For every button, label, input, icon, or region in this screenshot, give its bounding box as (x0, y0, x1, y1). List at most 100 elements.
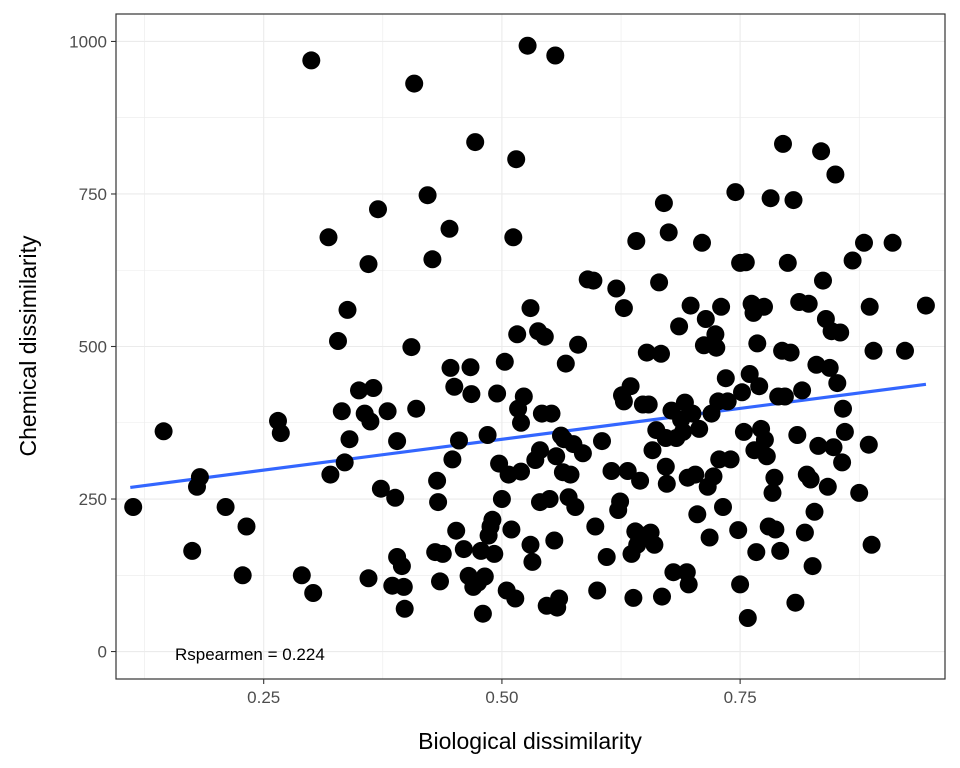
data-point (359, 255, 378, 274)
data-point (637, 343, 656, 362)
data-point (690, 419, 709, 438)
y-tick-label: 0 (98, 643, 107, 662)
data-point (736, 253, 755, 272)
x-tick-label: 0.25 (247, 688, 280, 707)
data-point (431, 572, 449, 591)
data-point (584, 271, 603, 290)
data-point (461, 358, 480, 377)
data-point (183, 541, 202, 560)
trend-line-group (130, 382, 927, 490)
data-point (707, 338, 726, 357)
y-tick-label: 250 (79, 490, 107, 509)
data-point (624, 588, 643, 607)
data-point (531, 441, 549, 460)
data-point (700, 528, 719, 547)
data-point (631, 471, 650, 490)
data-point (643, 441, 662, 460)
data-point (733, 383, 751, 402)
data-point (639, 395, 658, 414)
data-point (812, 142, 831, 161)
data-point (747, 543, 766, 562)
data-point (535, 327, 554, 346)
data-point (441, 358, 460, 377)
data-point (659, 223, 678, 242)
data-point (488, 384, 507, 403)
data-point (507, 150, 526, 169)
data-point (683, 404, 702, 423)
data-point (664, 563, 683, 582)
data-point (423, 250, 442, 269)
data-point (828, 374, 847, 393)
data-point (521, 535, 540, 554)
data-point (518, 36, 537, 55)
data-point (462, 385, 481, 404)
data-point (755, 297, 773, 316)
data-point (602, 462, 621, 480)
data-point (386, 488, 405, 507)
data-point (190, 468, 209, 487)
data-point (483, 510, 502, 529)
data-point (681, 296, 700, 315)
data-point (818, 477, 837, 496)
data-point (369, 200, 387, 219)
data-point (402, 338, 421, 357)
data-point (338, 300, 357, 319)
data-point (784, 191, 803, 210)
data-point (319, 228, 338, 247)
data-point (329, 332, 347, 350)
data-point (216, 498, 235, 516)
data-point (545, 531, 564, 550)
data-point (547, 447, 566, 466)
data-point (706, 325, 725, 344)
data-point (485, 544, 504, 563)
data-point (721, 450, 740, 469)
data-point (843, 251, 862, 270)
data-point (674, 422, 692, 441)
data-point (788, 426, 807, 444)
data-point (550, 589, 569, 608)
data-point (835, 422, 854, 441)
data-point (801, 470, 820, 489)
data-point (302, 51, 321, 70)
data-point (833, 453, 852, 472)
data-point (714, 498, 732, 516)
data-point (645, 535, 664, 554)
data-point (445, 377, 464, 396)
data-point (763, 483, 782, 502)
data-point (820, 358, 839, 377)
data-point (546, 46, 565, 65)
data-point (864, 341, 883, 360)
data-point (350, 381, 368, 400)
data-point (418, 186, 437, 205)
data-point (860, 297, 879, 316)
data-point (738, 609, 757, 627)
data-point (688, 505, 707, 524)
data-point (670, 317, 689, 336)
data-point (611, 492, 630, 511)
data-point (542, 404, 561, 423)
data-point (653, 587, 671, 606)
data-point (405, 74, 424, 93)
data-point (321, 465, 340, 484)
data-point (627, 232, 646, 250)
data-point (712, 297, 731, 316)
data-point (755, 430, 774, 449)
data-point (718, 392, 737, 411)
data-point (447, 521, 466, 540)
data-point (803, 557, 822, 576)
data-point (740, 365, 759, 383)
data-point (859, 435, 878, 454)
data-point (237, 517, 256, 536)
data-point (850, 483, 869, 502)
data-point (361, 412, 380, 431)
data-point (793, 381, 812, 400)
data-point (586, 517, 605, 536)
data-point (395, 599, 414, 618)
data-point (883, 233, 902, 252)
data-point (656, 457, 675, 476)
data-point (433, 544, 452, 563)
data-point (765, 468, 784, 487)
x-axis-title: Biological dissimilarity (418, 728, 642, 754)
data-point (388, 432, 407, 451)
